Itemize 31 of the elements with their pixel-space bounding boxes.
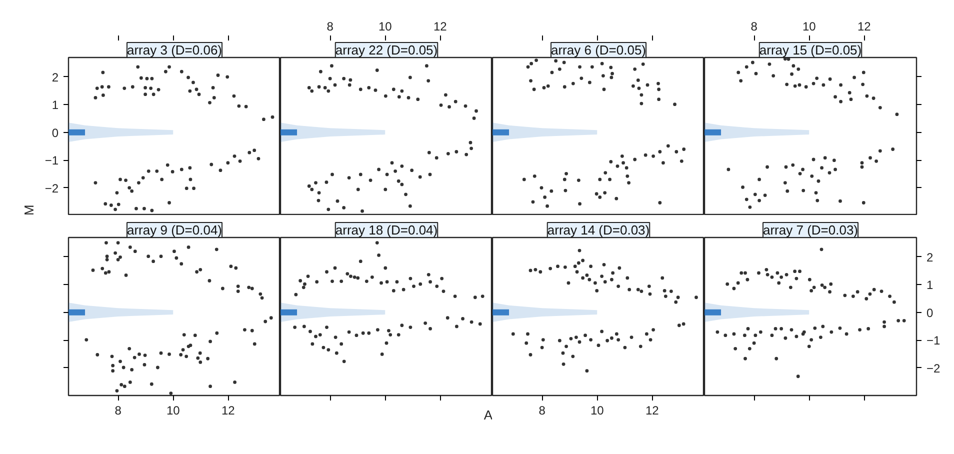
- chart-title: array 3 (D=0.06): [126, 42, 222, 58]
- x-tick-label: 10: [378, 20, 392, 34]
- chart-title: array 6 (D=0.05): [550, 42, 646, 58]
- y-tick-label: 1: [926, 278, 934, 292]
- x-tick-label: 12: [434, 20, 448, 34]
- y-tick-label: 2: [52, 70, 59, 84]
- x-tick-label: 12: [222, 404, 236, 418]
- x-tick-label: 10: [802, 20, 816, 34]
- y-tick-label: 0: [52, 126, 59, 140]
- x-tick-label: 8: [538, 404, 546, 418]
- x-tick-label: 10: [166, 404, 180, 418]
- x-tick-label: 8: [750, 20, 758, 34]
- x-tick-label: 12: [858, 20, 872, 34]
- y-axis-title: M: [22, 204, 36, 216]
- chart-title: array 14 (D=0.03): [547, 222, 650, 238]
- x-tick-label: 12: [646, 404, 660, 418]
- chart-title: array 18 (D=0.04): [335, 222, 438, 238]
- y-tick-label: −1: [926, 334, 941, 348]
- chart-title: array 15 (D=0.05): [759, 42, 862, 58]
- x-tick-label: 8: [114, 404, 122, 418]
- x-tick-label: 10: [590, 404, 604, 418]
- x-tick-label: 8: [326, 20, 334, 34]
- chart-title: array 9 (D=0.04): [126, 222, 222, 238]
- y-tick-label: −2: [926, 361, 941, 376]
- y-tick-label: 1: [52, 98, 59, 112]
- chart-title: array 22 (D=0.05): [335, 42, 438, 58]
- chart-title: array 7 (D=0.03): [762, 222, 858, 238]
- y-tick-label: 0: [926, 306, 934, 320]
- y-tick-label: 2: [926, 250, 934, 264]
- y-tick-label: −2: [44, 181, 59, 196]
- y-tick-label: −1: [44, 154, 59, 168]
